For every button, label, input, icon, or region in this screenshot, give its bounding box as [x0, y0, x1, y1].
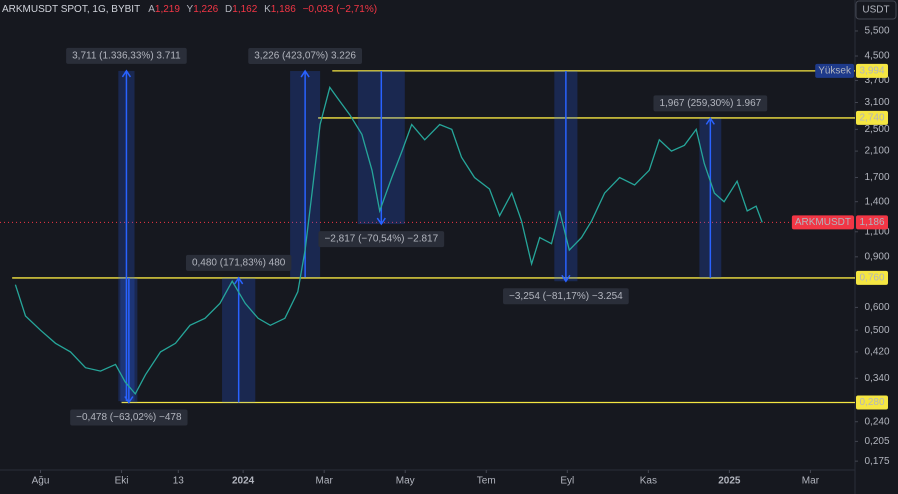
y-tick-label: 0,205 — [864, 436, 889, 447]
level-name: Yüksek — [818, 66, 852, 77]
measure-label-bg — [653, 95, 768, 112]
arrow-head — [124, 396, 134, 404]
y-tick-label: 1,400 — [864, 196, 889, 207]
x-tick-label: Mar — [316, 476, 334, 487]
y-tick-label: 0,500 — [864, 325, 889, 336]
measure-label: −2,817 (−70,54%) −2.817 — [324, 234, 438, 245]
measure-label-bg — [66, 47, 187, 64]
level-value: 0,760 — [859, 273, 884, 284]
measure-label: −0,478 (−63,02%) −478 — [76, 412, 182, 423]
low: 1,162 — [232, 4, 257, 15]
measure-label: −3,254 (−81,17%) −3.254 — [509, 291, 623, 302]
level-tag — [856, 395, 888, 410]
arrow-head — [376, 217, 386, 226]
level-name: ARKMUSDT — [795, 217, 851, 228]
level-value: 0,280 — [859, 397, 884, 408]
level-tag — [856, 110, 888, 125]
level-name-tag — [815, 63, 854, 78]
plot: 5,500 4,500 3,700 3,100 2,500 2,100 1,700 1,400… — [0, 26, 890, 487]
measure-label-bg — [185, 254, 292, 271]
x-tick-label: 2025 — [718, 476, 741, 487]
y-tick-label: 0,600 — [864, 302, 889, 313]
measure-label-bg — [503, 288, 629, 305]
y-tick-label: 2,500 — [864, 124, 889, 135]
price-line — [14, 85, 763, 396]
arrow-head — [121, 69, 132, 78]
measure-label: 3,226 (423,07%) 3.226 — [254, 51, 356, 62]
arrow-head — [705, 117, 715, 125]
x-tick-label: Mar — [802, 476, 820, 487]
close-label: K — [264, 4, 271, 15]
x-tick-label: Kas — [640, 476, 657, 487]
symbol: ARKMUSDT SPOT, 1G, BYBIT — [2, 4, 140, 15]
measure-label: 1,967 (259,30%) 1.967 — [659, 98, 761, 109]
x-tick-label: Eyl — [560, 476, 574, 487]
measure-label: 3,711 (1.336,33%) 3.711 — [72, 51, 181, 62]
low-label: D — [225, 4, 232, 15]
high: 1,226 — [193, 4, 218, 15]
measure-label-bg — [70, 409, 188, 426]
y-tick-label: 0,340 — [864, 373, 889, 384]
x-tick-label: 2024 — [232, 476, 255, 487]
arrow-head — [234, 276, 244, 285]
x-tick-label: Tem — [477, 476, 496, 487]
currency[interactable]: USDT — [862, 5, 889, 16]
y-tick-label: 3,100 — [864, 97, 889, 108]
y-tick-label: 0,900 — [864, 251, 889, 262]
open: 1,219 — [155, 4, 180, 15]
level-value: 2,740 — [859, 113, 884, 124]
y-tick-label: 3,700 — [864, 75, 889, 86]
level-name-tag — [791, 215, 854, 230]
x-tick-label: May — [396, 476, 415, 487]
y-tick-label: 5,500 — [864, 26, 889, 37]
x-tick-label: 13 — [173, 476, 185, 487]
measure-label-bg — [318, 231, 445, 248]
close: 1,186 — [271, 4, 296, 15]
high-label: Y — [187, 4, 194, 15]
y-tick-label: 0,175 — [864, 456, 889, 467]
y-tick-label: 0,420 — [864, 347, 889, 358]
change: −0,033 (−2,71%) — [303, 4, 378, 15]
y-tick-label: 1,100 — [864, 226, 889, 237]
level-tag — [856, 270, 888, 285]
x-tick-label: Eki — [115, 476, 129, 487]
x-tick-label: Ağu — [32, 476, 50, 487]
header: ARKMUSDT SPOT, 1G, BYBIT A1,219 Y1,226 D… — [2, 4, 377, 15]
level-value: 3,994 — [859, 66, 884, 77]
arrow-head — [300, 69, 310, 78]
measure-label: 0,480 (171,83%) 480 — [192, 258, 286, 269]
y-tick-label: 2,100 — [864, 146, 889, 157]
open-label: A — [148, 4, 155, 15]
level-tag — [856, 63, 888, 78]
level-value: 1,186 — [859, 217, 884, 228]
currency-button[interactable] — [855, 0, 897, 20]
level-tag — [856, 215, 888, 230]
y-tick-label: 1,700 — [864, 172, 889, 183]
arrow-head — [561, 274, 571, 283]
y-tick-label: 0,240 — [864, 416, 889, 427]
y-tick-label: 4,500 — [864, 51, 889, 62]
measure-label-bg — [248, 48, 363, 65]
